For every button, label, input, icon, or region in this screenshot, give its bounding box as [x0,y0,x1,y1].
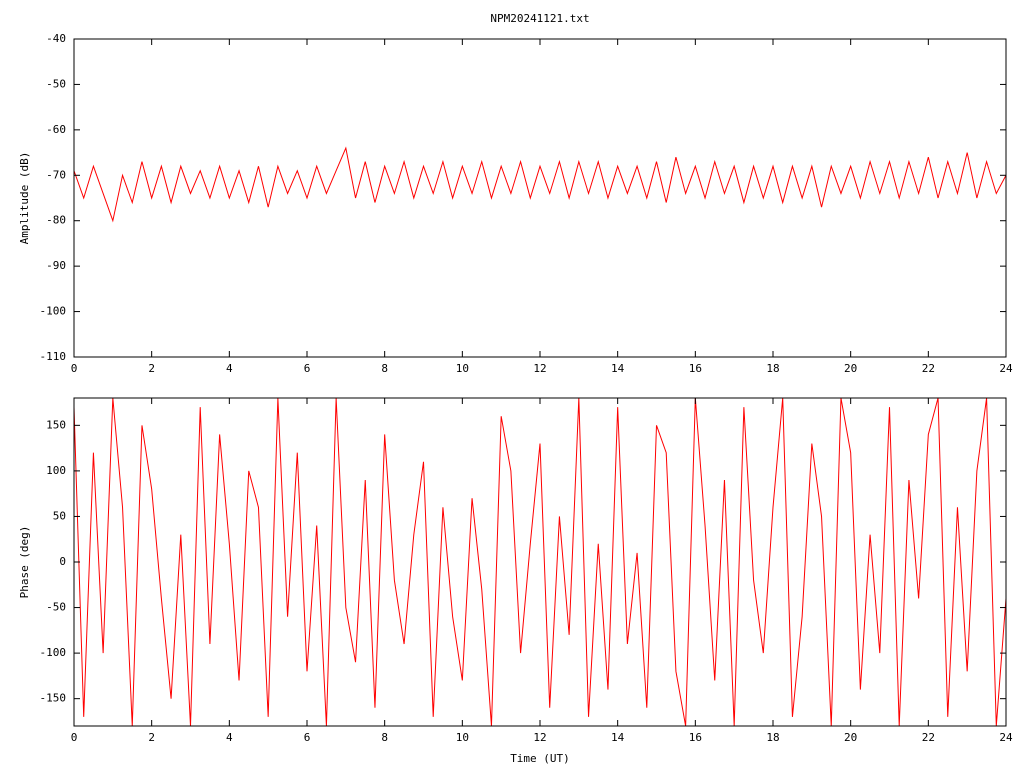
y-tick-label: 150 [46,418,66,431]
x-tick-label: 14 [611,362,625,375]
y-tick-label: -100 [40,646,67,659]
x-tick-label: 22 [922,731,935,744]
y-tick-label: -40 [46,32,66,45]
plot-frame [73,38,1007,358]
x-tick-label: 6 [304,362,311,375]
y-tick-label: -90 [46,259,66,272]
chart-title: NPM20241121.txt [490,12,589,25]
y-tick-label: -100 [40,305,67,318]
x-tick-label: 0 [71,362,78,375]
x-tick-label: 18 [766,731,779,744]
x-tick-label: 4 [226,362,233,375]
y-tick-label: -70 [46,168,66,181]
y-axis-label: Phase (deg) [18,526,31,599]
y-tick-label: -150 [40,692,67,705]
data-line [74,398,1006,726]
y-tick-label: 50 [53,509,66,522]
x-axis-label: Time (UT) [510,752,570,765]
y-tick-label: -50 [46,601,66,614]
y-tick-label: -110 [40,350,67,363]
x-tick-label: 24 [999,362,1013,375]
x-tick-label: 8 [381,731,388,744]
x-tick-label: 10 [456,362,469,375]
x-tick-label: 2 [148,731,155,744]
y-tick-label: 0 [59,555,66,568]
y-axis-label: Amplitude (dB) [18,152,31,245]
y-tick-label: -60 [46,123,66,136]
x-tick-label: 18 [766,362,779,375]
x-tick-label: 16 [689,362,702,375]
x-tick-label: 12 [533,731,546,744]
x-tick-label: 4 [226,731,233,744]
x-tick-label: 6 [304,731,311,744]
x-tick-label: 22 [922,362,935,375]
y-tick-label: -50 [46,77,66,90]
x-tick-label: 20 [844,731,857,744]
y-tick-label: -80 [46,214,66,227]
x-tick-label: 16 [689,731,702,744]
x-tick-label: 10 [456,731,469,744]
x-tick-label: 8 [381,362,388,375]
x-tick-label: 14 [611,731,625,744]
y-tick-label: 100 [46,464,66,477]
data-line [74,146,1006,223]
x-tick-label: 12 [533,362,546,375]
x-tick-label: 24 [999,731,1013,744]
x-tick-label: 0 [71,731,78,744]
x-tick-label: 2 [148,362,155,375]
x-tick-label: 20 [844,362,857,375]
